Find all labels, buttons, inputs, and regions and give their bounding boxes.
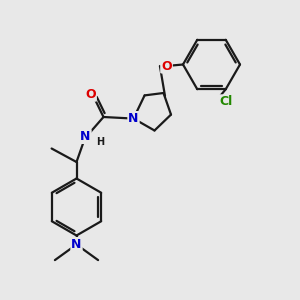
Text: O: O bbox=[85, 88, 96, 101]
Text: N: N bbox=[80, 130, 91, 143]
Text: N: N bbox=[71, 238, 82, 251]
Text: N: N bbox=[128, 112, 139, 125]
Text: H: H bbox=[96, 137, 104, 147]
Text: O: O bbox=[161, 59, 172, 73]
Text: Cl: Cl bbox=[219, 95, 232, 108]
